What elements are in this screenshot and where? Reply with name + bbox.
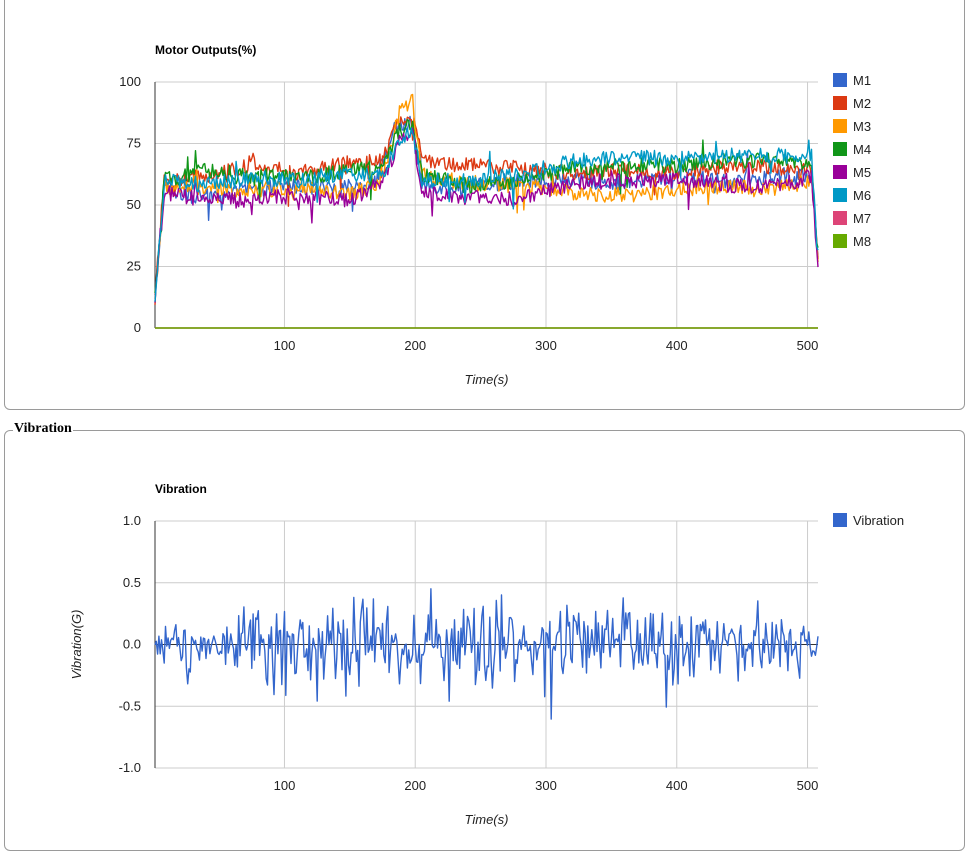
x-tick-label: 500 [797, 338, 819, 353]
legend-swatch-m5 [833, 165, 847, 179]
x-tick-label: 300 [535, 338, 557, 353]
motor-outputs-panel: Motor Outputs(%) 100 200 300 400 500 0 25 50 75 10… [4, 0, 965, 410]
legend-swatch-m8 [833, 234, 847, 248]
legend-label-m1: M1 [853, 73, 871, 88]
x-tick-label: 400 [666, 338, 688, 353]
legend-label-m5: M5 [853, 165, 871, 180]
chart-title: Motor Outputs(%) [155, 43, 256, 57]
legend-label-m6: M6 [853, 188, 871, 203]
motor-outputs-chart: Motor Outputs(%) 100 200 300 400 500 0 25 50 75 10… [119, 43, 871, 387]
vibration-section-label: Vibration [13, 421, 73, 437]
series-line-m2 [154, 116, 819, 305]
x-tick-label: 200 [404, 778, 426, 793]
y-tick-label: 50 [127, 197, 141, 212]
legend-label-vibration: Vibration [853, 513, 904, 528]
legend-swatch-m1 [833, 73, 847, 87]
series-line-m5 [154, 127, 819, 303]
legend-swatch-m2 [833, 96, 847, 110]
x-tick-label: 200 [404, 338, 426, 353]
x-tick-label: 400 [666, 778, 688, 793]
legend-label-m7: M7 [853, 211, 871, 226]
y-tick-label: -0.5 [119, 698, 141, 713]
legend-label-m8: M8 [853, 234, 871, 249]
vibration-chart: Vibration 100 200 300 400 500 1.0 0.5 0.0 -0.5 -1.… [69, 482, 904, 827]
legend-swatch-m4 [833, 142, 847, 156]
x-tick-label: 100 [274, 778, 296, 793]
x-axis-label: Time(s) [465, 812, 509, 827]
x-tick-label: 500 [797, 778, 819, 793]
y-tick-label: 0.0 [123, 637, 141, 652]
y-tick-label: 75 [127, 136, 141, 151]
y-tick-label: 1.0 [123, 513, 141, 528]
vibration-panel: Vibration Vibration 100 200 300 400 500 1.0 0.5… [4, 421, 965, 851]
x-tick-label: 100 [274, 338, 296, 353]
legend-label-m4: M4 [853, 142, 871, 157]
y-axis-label: Vibration(G) [69, 610, 84, 680]
legend-label-m2: M2 [853, 96, 871, 111]
series-line-m4 [154, 119, 819, 294]
legend-label-m3: M3 [853, 119, 871, 134]
legend-swatch-m7 [833, 211, 847, 225]
y-tick-label: 0.5 [123, 575, 141, 590]
series-line-vibration [154, 588, 819, 720]
legend-swatch-m6 [833, 188, 847, 202]
y-tick-label: 25 [127, 259, 141, 274]
x-axis-label: Time(s) [465, 372, 509, 387]
y-tick-label: -1.0 [119, 760, 141, 775]
series-line-m3 [154, 93, 819, 299]
legend-swatch-m3 [833, 119, 847, 133]
x-tick-label: 300 [535, 778, 557, 793]
y-tick-label: 0 [134, 320, 141, 335]
y-tick-label: 100 [119, 74, 141, 89]
chart-title: Vibration [155, 482, 207, 496]
legend-swatch-vibration [833, 513, 847, 527]
series-line-m6 [154, 127, 819, 302]
